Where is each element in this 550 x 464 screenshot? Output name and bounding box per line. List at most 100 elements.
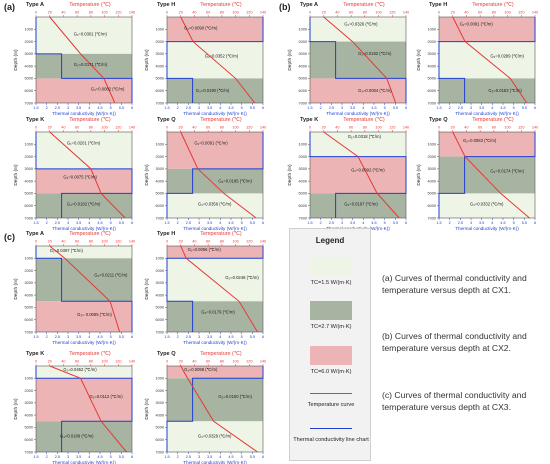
conductivity-tick-label: 4 [219, 455, 221, 459]
conductivity-tick-label: 2 [449, 221, 451, 225]
panel-title: Type K [26, 351, 44, 357]
legend-label-temperature: Temperature curve [307, 402, 355, 408]
plot-frame [166, 131, 264, 219]
temperature-tick-label: 20 [451, 11, 455, 15]
conductivity-tick-label: 5.5 [250, 106, 255, 110]
gradient-label: G₂=0.0150 (℃/m) [218, 394, 252, 399]
conductivity-tick-label: 2 [177, 221, 179, 225]
depth-tick-label: 1000 [156, 143, 164, 147]
conductivity-tick-label: 5.5 [393, 221, 398, 225]
depth-tick-label: 4000 [25, 293, 33, 297]
temperature-tick-label: 0 [438, 126, 440, 130]
panel-group-label: (a) [4, 2, 15, 12]
layer-band [167, 301, 263, 332]
temperature-axis-label: Temperature (℃) [472, 2, 514, 8]
temperature-tick-label: 20 [179, 240, 183, 244]
conductivity-tick-label: 2.5 [55, 221, 60, 225]
temperature-tick-label: 20 [48, 360, 52, 364]
gradient-label: G₂=0.0075 (℃/m) [63, 175, 97, 180]
temperature-tick-label: 140 [260, 240, 266, 244]
layer-band [439, 193, 535, 218]
conductivity-tick-label: 3 [470, 106, 472, 110]
panel-title: Type H [157, 231, 175, 237]
temperature-tick-label: 40 [335, 126, 339, 130]
conductivity-tick-label: 4.5 [97, 106, 102, 110]
temperature-axis-label: Temperature (℃) [69, 351, 111, 357]
depth-tick-label: 5000 [156, 77, 164, 81]
depth-axis-label: Depth (m) [144, 164, 150, 186]
layer-band [36, 17, 132, 54]
layer-band [167, 378, 263, 422]
temperature-tick-label: 140 [260, 360, 266, 364]
temperature-tick-label: 120 [115, 240, 121, 244]
temperature-tick-label: 120 [518, 126, 524, 130]
conductivity-tick-label: 5 [110, 335, 112, 339]
conductivity-tick-label: 6 [262, 335, 264, 339]
temperature-tick-label: 20 [322, 126, 326, 130]
layer-band [167, 193, 263, 218]
temperature-tick-label: 0 [166, 240, 168, 244]
conductivity-tick-label: 4.5 [228, 455, 233, 459]
gradient-label: G₂=0.0171 (℃/m) [74, 62, 108, 67]
depth-tick-label: 5000 [25, 306, 33, 310]
temperature-tick-label: 60 [349, 126, 353, 130]
temperature-curve [180, 131, 257, 219]
panel-group-label: (b) [279, 2, 291, 12]
gradient-label: G₃=0.0082 (℃/m) [91, 87, 125, 92]
conductivity-tick-label: 1.5 [307, 221, 312, 225]
temperature-tick-label: 80 [220, 360, 224, 364]
depth-axis-label: Depth (m) [416, 164, 422, 186]
temperature-axis-label: Temperature (℃) [343, 2, 385, 8]
depth-tick-label: 2000 [25, 389, 33, 393]
conductivity-tick-label: 1.5 [33, 455, 38, 459]
gradient-label: G₂=0.0211 (℃/m) [94, 273, 128, 278]
conductivity-tick-label: 3 [67, 106, 69, 110]
layer-band [36, 168, 132, 194]
depth-axis-label: Depth (m) [144, 278, 150, 300]
depth-tick-label: 4000 [156, 413, 164, 417]
legend-label-tc-mid: TC=2.7 W/(m·K) [310, 324, 352, 330]
temperature-tick-label: 60 [75, 11, 79, 15]
conductivity-tick-label: 4 [219, 221, 221, 225]
depth-tick-label: 2000 [156, 389, 164, 393]
temperature-tick-label: 100 [232, 360, 238, 364]
legend-label-conductivity: Thermal conductivity line chart [293, 437, 369, 443]
conductivity-tick-label: 6 [405, 106, 407, 110]
temperature-axis-label: Temperature (℃) [200, 117, 242, 123]
conductivity-axis-label: Thermal conductivity (W/(m·K)) [183, 460, 247, 464]
conductivity-tick-label: 3.5 [76, 455, 81, 459]
temperature-tick-label: 0 [35, 126, 37, 130]
depth-tick-label: 5000 [25, 426, 33, 430]
layer-band [310, 17, 406, 42]
temperature-tick-label: 40 [464, 126, 468, 130]
depth-axis-label: Depth (m) [287, 164, 293, 186]
temperature-tick-label: 40 [192, 360, 196, 364]
conductivity-line [35, 132, 133, 218]
temperature-tick-label: 140 [129, 360, 135, 364]
temperature-tick-label: 140 [129, 240, 135, 244]
temperature-tick-label: 40 [464, 11, 468, 15]
depth-tick-label: 7000 [25, 216, 33, 220]
panel-title: Type K [26, 117, 44, 123]
temperature-tick-label: 0 [438, 11, 440, 15]
conductivity-tick-label: 4.5 [97, 455, 102, 459]
conductivity-tick-label: 1.5 [436, 106, 441, 110]
gradient-label: G₃=0.0189 (℃/m) [60, 433, 94, 438]
temperature-curve [323, 131, 400, 219]
conductivity-tick-label: 2 [449, 106, 451, 110]
conductivity-tick-label: 2.5 [186, 221, 191, 225]
conductivity-tick-label: 4 [88, 221, 90, 225]
temperature-tick-label: 80 [89, 360, 93, 364]
conductivity-axis-label: Thermal conductivity (W/(m·K)) [183, 340, 247, 345]
conductivity-tick-label: 4 [491, 106, 493, 110]
conductivity-tick-label: 6 [131, 335, 133, 339]
temperature-tick-label: 100 [375, 11, 381, 15]
temperature-curve [180, 365, 258, 453]
temperature-tick-label: 0 [166, 11, 168, 15]
depth-tick-label: 4000 [25, 179, 33, 183]
conductivity-tick-label: 5.5 [119, 455, 124, 459]
temperature-tick-label: 80 [492, 11, 496, 15]
depth-tick-label: 5000 [428, 192, 436, 196]
conductivity-axis-label: Thermal conductivity (W/(m·K)) [455, 111, 519, 116]
